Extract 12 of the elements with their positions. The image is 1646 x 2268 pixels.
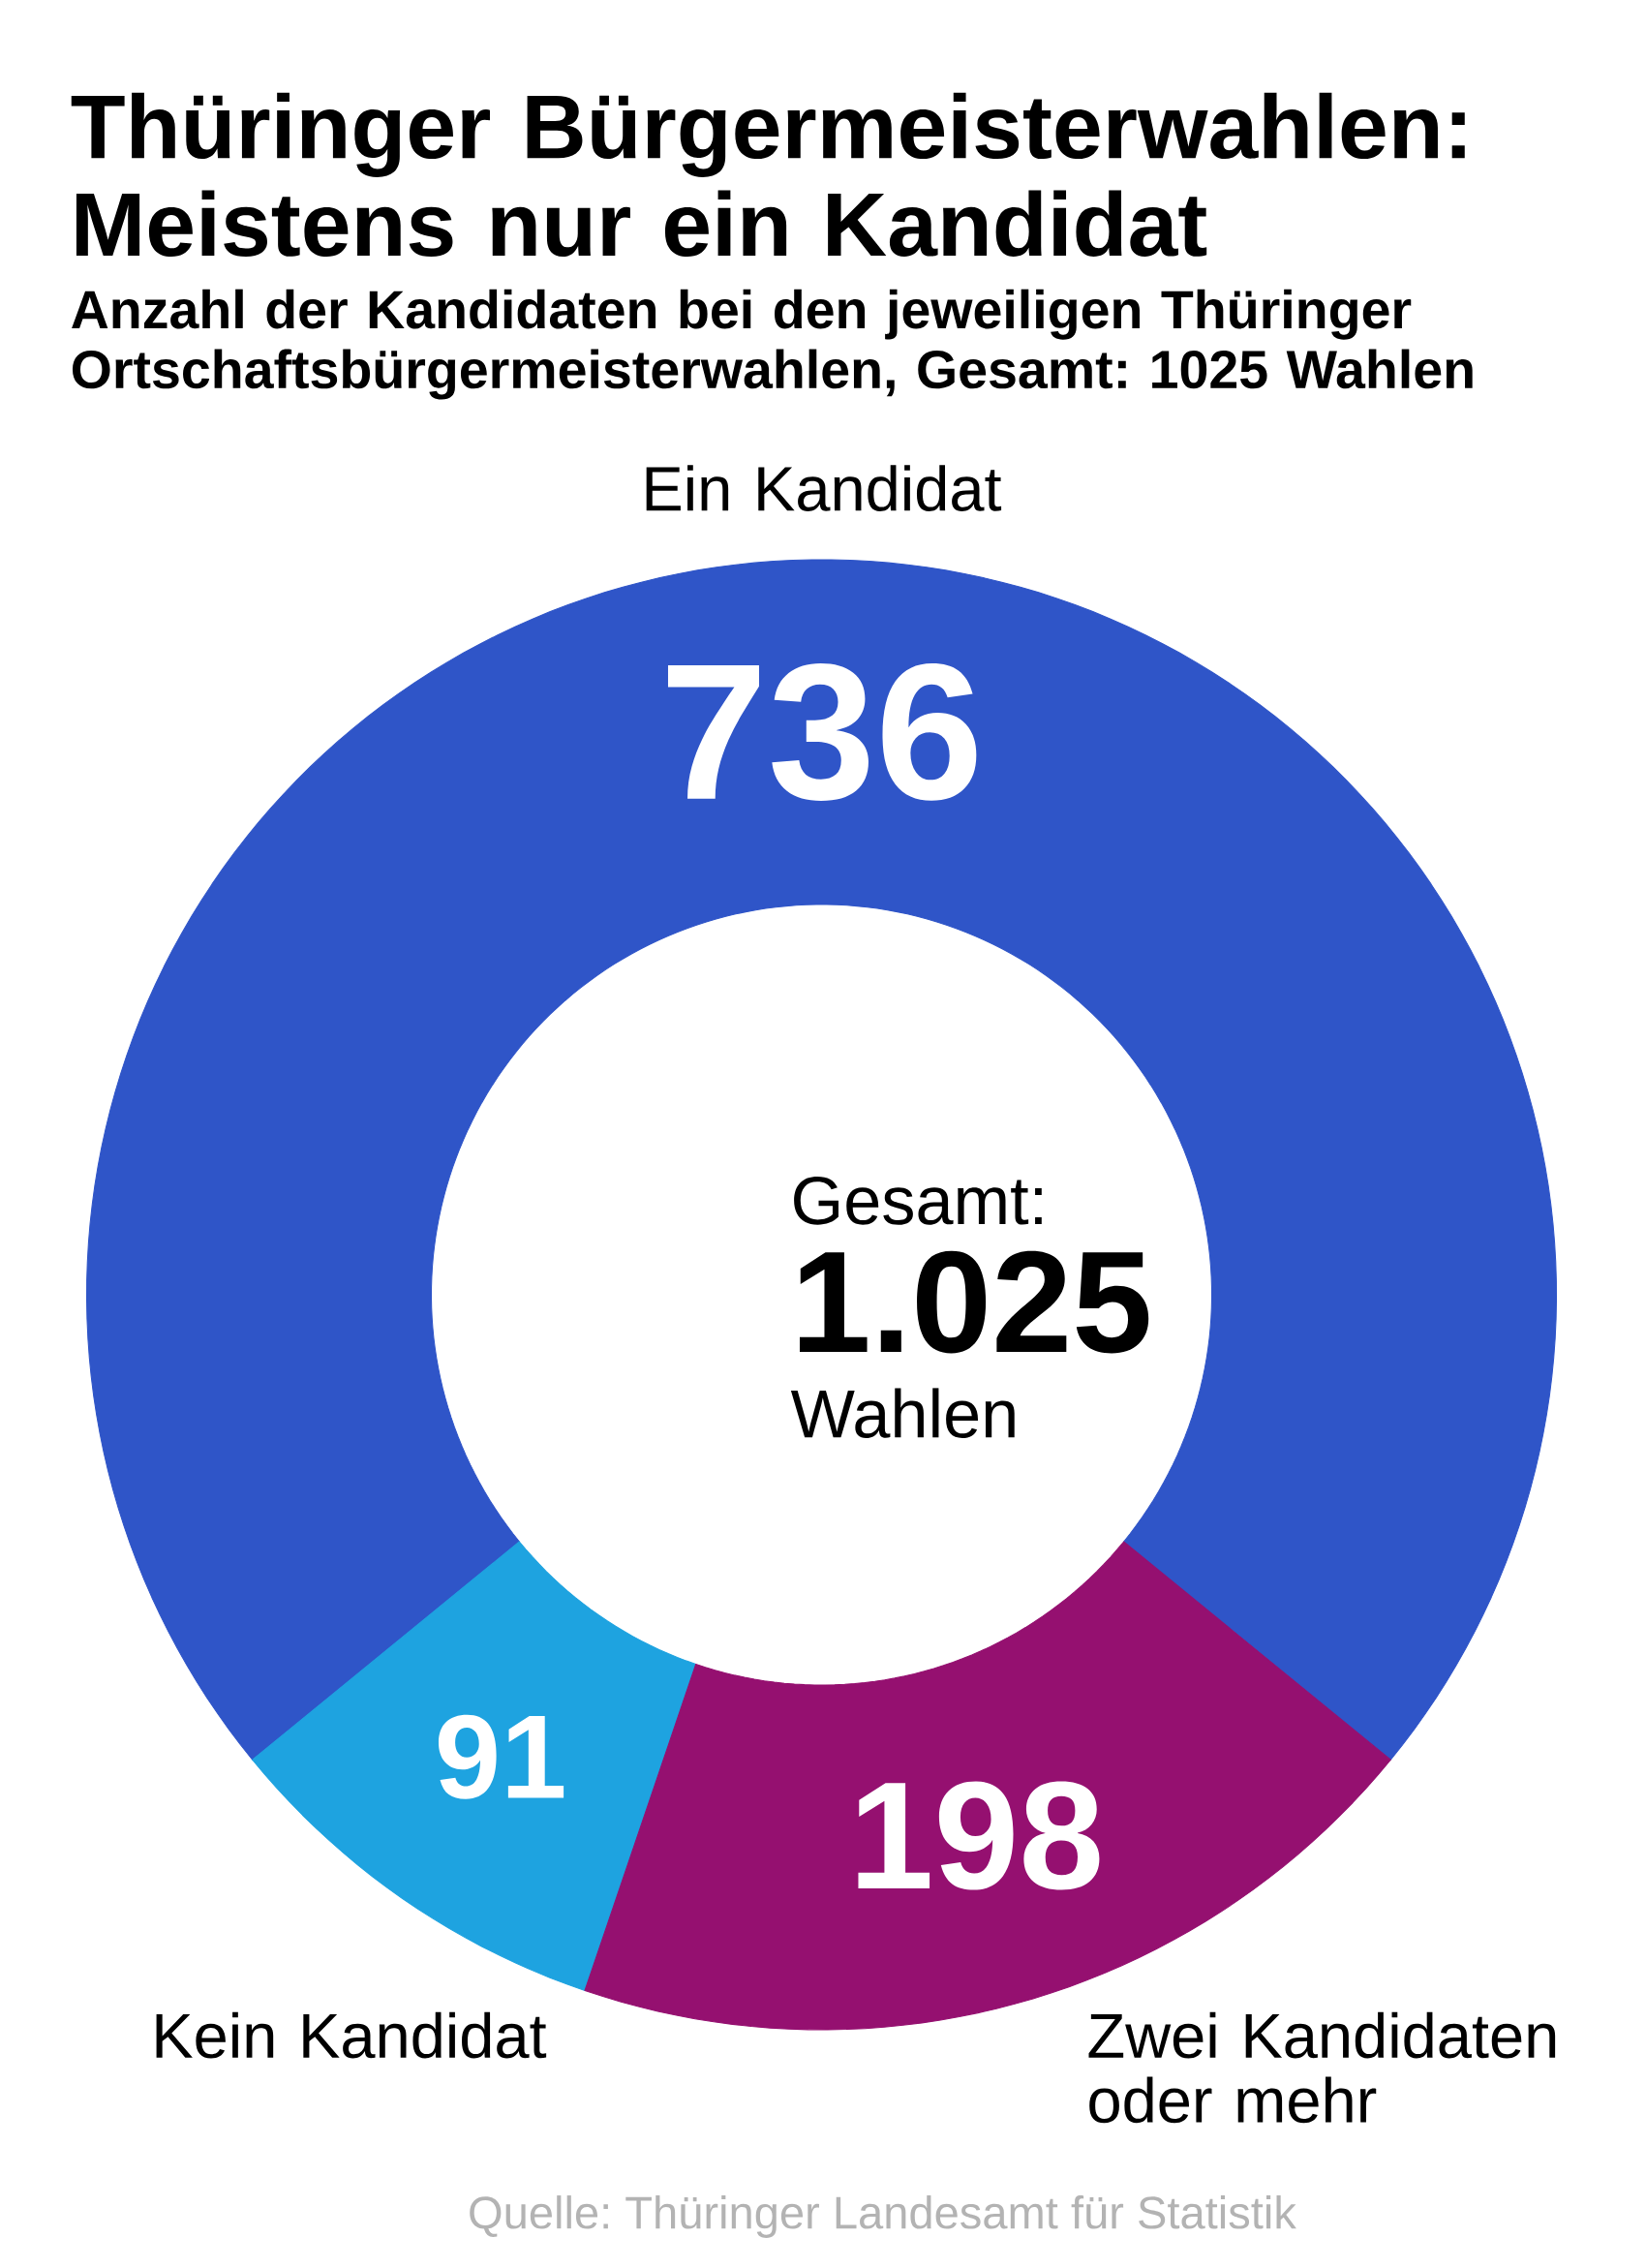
slice-label: Ein Kandidat [646,465,1002,511]
text: Gesamt: [794,1176,1042,1225]
slice-label: Kein Kandidat [156,2011,547,2059]
data-label: 736 [667,662,977,802]
source-note: Quelle: Thüringer Landesamt für Statistik [470,2195,1296,2238]
data-label: 198 [858,1781,1100,1890]
text: 1.025 [800,1250,1149,1354]
chart-title: Thüringer Bürgermeisterwahlen: Meistens nur ein Kandidat [71,92,1465,257]
slice-label: Zwei Kandidaten oder mehr [1088,2011,1556,2124]
data-label: 91 [438,1714,564,1799]
chart-subtitle: Anzahl der Kandidaten bei den jeweiligen Thüringer Ortschaftsbürgermeisterwahlen, Gesamt: 1025 Wahlen [72,289,1473,400]
text: Wahlen [790,1388,1015,1438]
